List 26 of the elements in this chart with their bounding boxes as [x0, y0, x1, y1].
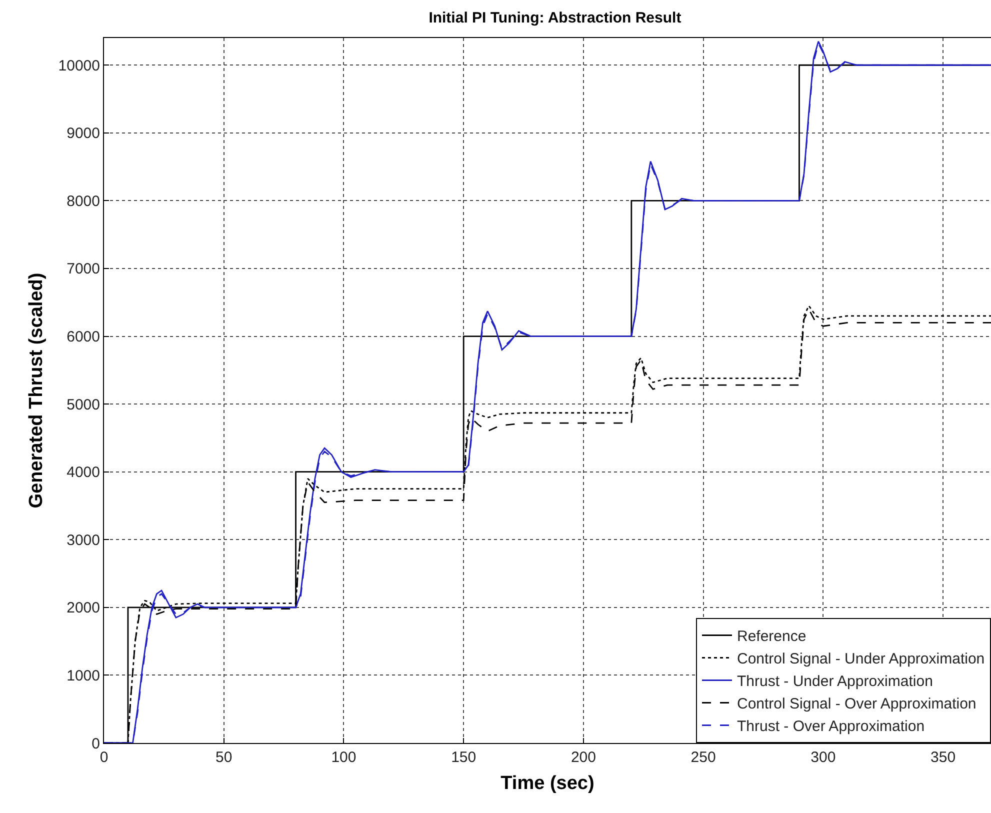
y-axis-title: Generated Thrust (scaled)	[26, 272, 48, 508]
x-tick-label: 350	[930, 749, 956, 766]
x-tick-label: 200	[570, 749, 596, 766]
y-tick-label: 4000	[66, 464, 100, 482]
y-tick-label: 0	[92, 735, 100, 752]
legend-label: Thrust - Under Approximation	[737, 673, 933, 690]
x-tick-label: 250	[690, 749, 716, 766]
y-tick-label: 6000	[66, 328, 100, 346]
y-tick-label: 1000	[66, 667, 100, 684]
y-tick-label: 8000	[66, 192, 100, 210]
x-tick-label: 100	[331, 749, 356, 766]
x-tick-label: 150	[451, 749, 476, 766]
y-tick-label: 10000	[58, 57, 100, 74]
x-tick-label: 50	[216, 749, 232, 766]
y-tick-label: 7000	[66, 260, 100, 278]
x-axis-title: Time (sec)	[500, 772, 594, 794]
y-tick-label: 9000	[66, 125, 100, 142]
legend-label: Thrust - Over Approximation	[737, 718, 925, 736]
y-tick-label: 2000	[66, 600, 100, 617]
legend-label: Reference	[737, 628, 806, 646]
y-tick-label: 5000	[66, 396, 100, 414]
x-tick-label: 300	[810, 749, 836, 766]
chart-title: Initial PI Tuning: Abstraction Result	[428, 10, 682, 27]
legend-label: Control Signal - Under Approximation	[737, 650, 985, 668]
y-tick-label: 3000	[66, 532, 100, 549]
legend-label: Control Signal - Over Approximation	[737, 696, 976, 713]
